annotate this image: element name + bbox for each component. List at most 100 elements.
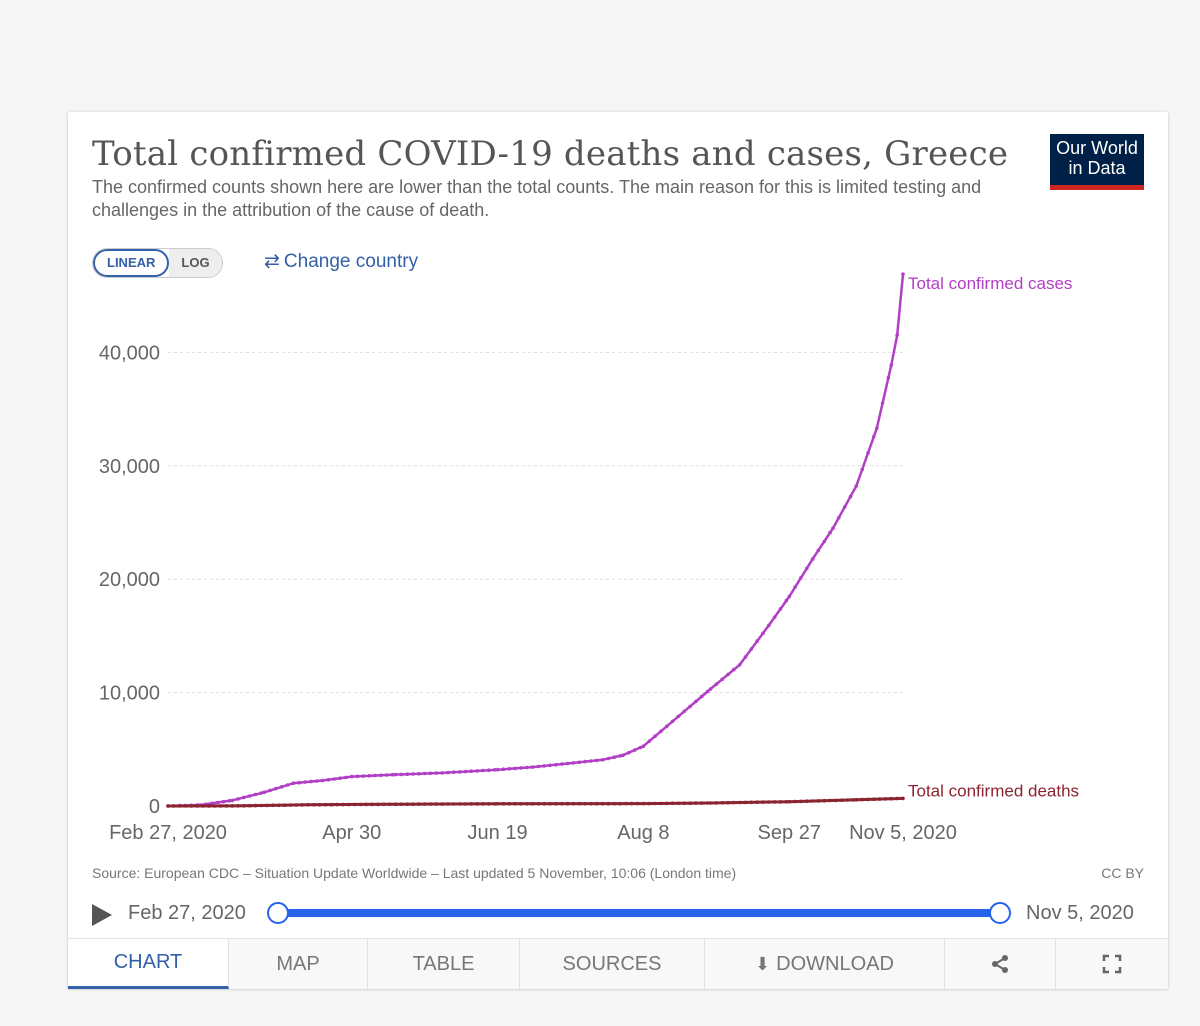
fullscreen-button[interactable]: [1056, 939, 1168, 989]
cases-point: [647, 739, 652, 743]
deaths-point: [840, 798, 844, 802]
cases-point: [326, 778, 331, 782]
deaths-point: [376, 802, 380, 807]
logo-line-2: in Data: [1068, 158, 1126, 178]
linear-button[interactable]: LINEAR: [93, 249, 170, 277]
owid-logo[interactable]: Our World in Data: [1050, 134, 1144, 190]
x-tick-label: Feb 27, 2020: [109, 822, 227, 844]
deaths-point: [387, 802, 392, 807]
license-link[interactable]: CC BY: [1101, 865, 1144, 881]
cases-point: [492, 768, 497, 772]
cases-point: [367, 774, 372, 778]
cases-point: [285, 783, 290, 787]
y-tick-label: 40,000: [99, 342, 160, 364]
cases-point: [440, 771, 445, 775]
cases-point: [417, 772, 421, 776]
deaths-point: [300, 803, 304, 807]
deaths-point: [370, 802, 375, 807]
cases-point: [743, 655, 748, 659]
play-icon[interactable]: [92, 904, 112, 926]
timeline-end-handle[interactable]: [989, 902, 1011, 924]
deaths-point: [708, 801, 713, 805]
share-button[interactable]: [945, 939, 1056, 989]
cases-point: [405, 772, 410, 776]
deaths-point: [382, 802, 386, 807]
cases-point: [303, 780, 307, 784]
cases-point: [805, 566, 809, 571]
deaths-point: [714, 801, 719, 805]
deaths-point: [743, 800, 748, 805]
cases-point: [784, 598, 789, 603]
deaths-point: [501, 802, 506, 806]
cases-point: [390, 772, 395, 777]
cases-point: [475, 769, 480, 773]
cases-point: [822, 539, 827, 544]
deaths-point: [422, 802, 427, 806]
deaths-point: [282, 803, 287, 807]
cases-point: [428, 771, 433, 776]
deaths-point: [828, 798, 832, 803]
cases-point: [600, 758, 605, 762]
deaths-point: [670, 801, 675, 806]
deaths-point: [218, 804, 223, 808]
cases-point: [210, 801, 214, 806]
x-tick-label: Jun 19: [468, 822, 528, 844]
cases-point: [895, 333, 899, 337]
deaths-point: [495, 802, 500, 806]
cases-point: [481, 768, 485, 773]
cases-point: [872, 434, 876, 439]
deaths-point: [530, 802, 535, 806]
cases-point: [810, 557, 815, 561]
y-tick-label: 0: [149, 796, 160, 818]
cases-point: [708, 687, 713, 691]
tab-sources[interactable]: SOURCES: [520, 939, 705, 989]
deaths-point: [560, 801, 564, 806]
cases-point: [732, 667, 736, 672]
cases-point: [309, 779, 313, 784]
cases-point: [385, 773, 389, 777]
timeline-start-handle[interactable]: [267, 902, 289, 924]
cases-point: [291, 781, 296, 785]
cases-point: [554, 762, 558, 767]
chart-subtitle: The confirmed counts shown here are lowe…: [92, 177, 982, 220]
deaths-point: [347, 802, 351, 807]
tab-chart[interactable]: CHART: [68, 939, 229, 989]
source-note[interactable]: Source: European CDC – Situation Update …: [92, 865, 737, 881]
log-button[interactable]: LOG: [169, 249, 222, 277]
deaths-point: [866, 797, 870, 802]
cases-point: [866, 451, 870, 455]
change-country-link[interactable]: ⇄ Change country: [264, 250, 418, 273]
cases-point: [638, 745, 643, 750]
cases-point: [705, 689, 710, 694]
deaths-point: [810, 799, 815, 803]
x-tick-label: Apr 30: [322, 822, 381, 844]
deaths-point: [207, 804, 211, 808]
cases-point: [653, 734, 657, 738]
tab-table[interactable]: TABLE: [368, 939, 520, 989]
cases-point: [399, 772, 404, 777]
tab-map[interactable]: MAP: [229, 939, 368, 989]
cases-point: [767, 623, 771, 628]
cases-point: [816, 548, 821, 553]
cases-point: [542, 764, 546, 768]
cases-point: [726, 672, 730, 677]
timeline-slider[interactable]: [278, 909, 1002, 917]
cases-point: [886, 375, 891, 380]
deaths-point: [329, 802, 334, 807]
cases-point: [274, 786, 278, 791]
deaths-point: [665, 801, 669, 806]
deaths-point: [895, 796, 899, 801]
x-tick-label: Sep 27: [758, 822, 821, 844]
tab-download[interactable]: ⬇ DOWNLOAD: [705, 939, 945, 989]
deaths-point: [446, 802, 450, 806]
cases-point: [880, 401, 885, 405]
cases-point: [507, 767, 512, 771]
cases-point: [720, 677, 724, 682]
deaths-point: [457, 802, 462, 806]
cases-point: [606, 756, 611, 761]
deaths-point: [834, 798, 838, 803]
deaths-point: [851, 798, 856, 802]
cases-point: [737, 663, 742, 667]
deaths-point: [469, 802, 474, 806]
deaths-point: [805, 799, 809, 803]
